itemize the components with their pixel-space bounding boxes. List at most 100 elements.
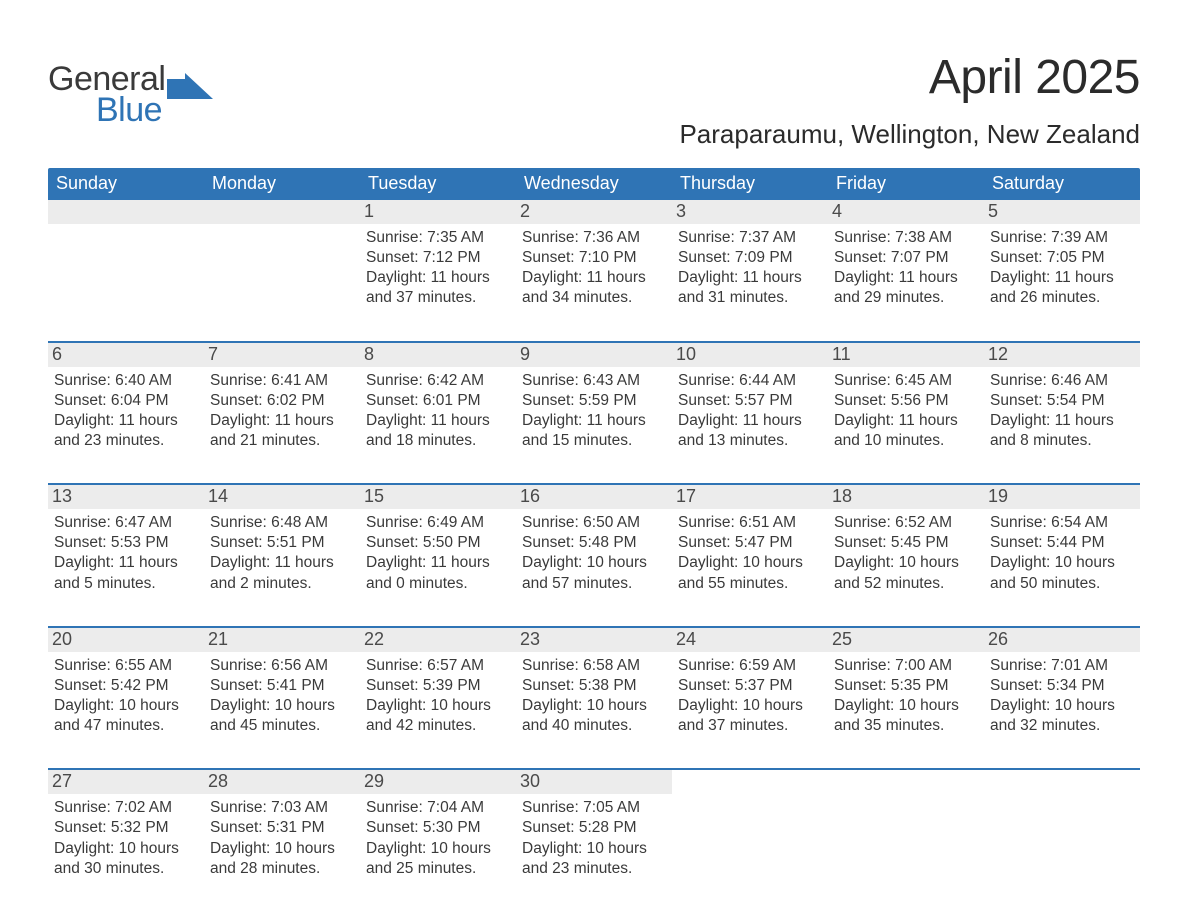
day-details: Sunrise: 7:37 AMSunset: 7:09 PMDaylight:…	[678, 228, 822, 309]
day-sunset: Sunset: 5:57 PM	[678, 391, 822, 411]
day-details: Sunrise: 7:00 AMSunset: 5:35 PMDaylight:…	[834, 656, 978, 737]
day-number: 19	[984, 485, 1140, 509]
day-sunrise: Sunrise: 6:51 AM	[678, 513, 822, 533]
flag-icon	[167, 73, 213, 99]
day-dl1: Daylight: 10 hours	[834, 553, 978, 573]
day-number: 1	[360, 200, 516, 224]
day-details: Sunrise: 7:36 AMSunset: 7:10 PMDaylight:…	[522, 228, 666, 309]
day-sunset: Sunset: 5:50 PM	[366, 533, 510, 553]
day-cell: 18Sunrise: 6:52 AMSunset: 5:45 PMDayligh…	[828, 485, 984, 608]
day-sunrise: Sunrise: 6:49 AM	[366, 513, 510, 533]
day-number: 5	[984, 200, 1140, 224]
day-sunset: Sunset: 5:53 PM	[54, 533, 198, 553]
day-cell: 20Sunrise: 6:55 AMSunset: 5:42 PMDayligh…	[48, 628, 204, 751]
day-details: Sunrise: 6:49 AMSunset: 5:50 PMDaylight:…	[366, 513, 510, 594]
day-dl1: Daylight: 11 hours	[210, 411, 354, 431]
day-sunrise: Sunrise: 6:42 AM	[366, 371, 510, 391]
weekday-header: Sunday	[48, 168, 204, 200]
day-dl1: Daylight: 10 hours	[210, 839, 354, 859]
day-cell: 29Sunrise: 7:04 AMSunset: 5:30 PMDayligh…	[360, 770, 516, 893]
title-block: April 2025 Paraparaumu, Wellington, New …	[679, 50, 1140, 150]
day-dl1: Daylight: 10 hours	[522, 553, 666, 573]
day-dl2: and 8 minutes.	[990, 431, 1134, 451]
day-cell: 7Sunrise: 6:41 AMSunset: 6:02 PMDaylight…	[204, 343, 360, 466]
day-number: 20	[48, 628, 204, 652]
weekday-header: Tuesday	[360, 168, 516, 200]
day-dl2: and 32 minutes.	[990, 716, 1134, 736]
day-number: 16	[516, 485, 672, 509]
day-dl2: and 40 minutes.	[522, 716, 666, 736]
day-dl2: and 0 minutes.	[366, 574, 510, 594]
day-sunrise: Sunrise: 6:44 AM	[678, 371, 822, 391]
day-number: 17	[672, 485, 828, 509]
day-details: Sunrise: 6:41 AMSunset: 6:02 PMDaylight:…	[210, 371, 354, 452]
day-details: Sunrise: 6:50 AMSunset: 5:48 PMDaylight:…	[522, 513, 666, 594]
day-sunset: Sunset: 5:31 PM	[210, 818, 354, 838]
day-sunrise: Sunrise: 6:57 AM	[366, 656, 510, 676]
day-sunset: Sunset: 5:47 PM	[678, 533, 822, 553]
day-dl2: and 15 minutes.	[522, 431, 666, 451]
day-cell: 19Sunrise: 6:54 AMSunset: 5:44 PMDayligh…	[984, 485, 1140, 608]
brand-logo: General Blue	[48, 60, 213, 130]
day-dl2: and 34 minutes.	[522, 288, 666, 308]
day-dl1: Daylight: 10 hours	[990, 553, 1134, 573]
day-dl1: Daylight: 11 hours	[366, 553, 510, 573]
day-details: Sunrise: 7:35 AMSunset: 7:12 PMDaylight:…	[366, 228, 510, 309]
day-sunset: Sunset: 5:54 PM	[990, 391, 1134, 411]
day-details: Sunrise: 7:05 AMSunset: 5:28 PMDaylight:…	[522, 798, 666, 879]
day-dl2: and 23 minutes.	[522, 859, 666, 879]
day-sunrise: Sunrise: 7:39 AM	[990, 228, 1134, 248]
weekday-header: Wednesday	[516, 168, 672, 200]
day-dl1: Daylight: 11 hours	[366, 411, 510, 431]
day-sunset: Sunset: 5:28 PM	[522, 818, 666, 838]
day-cell	[48, 200, 204, 323]
day-cell: 30Sunrise: 7:05 AMSunset: 5:28 PMDayligh…	[516, 770, 672, 893]
day-cell: 13Sunrise: 6:47 AMSunset: 5:53 PMDayligh…	[48, 485, 204, 608]
day-cell: 23 Sunrise: 6:58 AMSunset: 5:38 PMDayligh…	[516, 628, 672, 751]
day-dl2: and 37 minutes.	[678, 716, 822, 736]
day-sunset: Sunset: 5:32 PM	[54, 818, 198, 838]
day-sunset: Sunset: 5:37 PM	[678, 676, 822, 696]
day-details: Sunrise: 6:44 AMSunset: 5:57 PMDaylight:…	[678, 371, 822, 452]
day-dl2: and 26 minutes.	[990, 288, 1134, 308]
day-number: 22	[360, 628, 516, 652]
day-details: Sunrise: 6:59 AMSunset: 5:37 PMDaylight:…	[678, 656, 822, 737]
day-sunrise: Sunrise: 7:05 AM	[522, 798, 666, 818]
day-number: 13	[48, 485, 204, 509]
day-cell: 10Sunrise: 6:44 AMSunset: 5:57 PMDayligh…	[672, 343, 828, 466]
day-number: 3	[672, 200, 828, 224]
day-details: Sunrise: 6:58 AMSunset: 5:38 PMDaylight:…	[522, 656, 666, 737]
day-sunrise: Sunrise: 6:55 AM	[54, 656, 198, 676]
day-number: 23	[516, 628, 672, 652]
day-cell: 15Sunrise: 6:49 AMSunset: 5:50 PMDayligh…	[360, 485, 516, 608]
day-dl2: and 29 minutes.	[834, 288, 978, 308]
day-details: Sunrise: 7:02 AMSunset: 5:32 PMDaylight:…	[54, 798, 198, 879]
day-dl1: Daylight: 10 hours	[54, 696, 198, 716]
day-number	[204, 200, 360, 224]
day-cell: 2Sunrise: 7:36 AMSunset: 7:10 PMDaylight…	[516, 200, 672, 323]
day-dl1: Daylight: 11 hours	[834, 268, 978, 288]
day-dl1: Daylight: 10 hours	[522, 839, 666, 859]
day-dl2: and 25 minutes.	[366, 859, 510, 879]
weekday-header-row: SundayMondayTuesdayWednesdayThursdayFrid…	[48, 168, 1140, 200]
day-sunrise: Sunrise: 6:52 AM	[834, 513, 978, 533]
day-dl1: Daylight: 11 hours	[990, 268, 1134, 288]
day-sunrise: Sunrise: 6:40 AM	[54, 371, 198, 391]
day-sunrise: Sunrise: 6:46 AM	[990, 371, 1134, 391]
day-sunset: Sunset: 5:59 PM	[522, 391, 666, 411]
day-dl1: Daylight: 11 hours	[990, 411, 1134, 431]
day-sunrise: Sunrise: 7:35 AM	[366, 228, 510, 248]
weeks-container: 1 Sunrise: 7:35 AMSunset: 7:12 PMDaylight…	[48, 200, 1140, 893]
day-number: 4	[828, 200, 984, 224]
day-dl1: Daylight: 11 hours	[678, 411, 822, 431]
day-number	[48, 200, 204, 224]
week-row: 1 Sunrise: 7:35 AMSunset: 7:12 PMDaylight…	[48, 200, 1140, 323]
day-details: Sunrise: 7:01 AMSunset: 5:34 PMDaylight:…	[990, 656, 1134, 737]
day-cell: 11Sunrise: 6:45 AMSunset: 5:56 PMDayligh…	[828, 343, 984, 466]
day-cell: 9Sunrise: 6:43 AMSunset: 5:59 PMDaylight…	[516, 343, 672, 466]
day-cell: 28Sunrise: 7:03 AMSunset: 5:31 PMDayligh…	[204, 770, 360, 893]
day-cell: 8Sunrise: 6:42 AMSunset: 6:01 PMDaylight…	[360, 343, 516, 466]
day-cell	[984, 770, 1140, 893]
day-details: Sunrise: 7:39 AMSunset: 7:05 PMDaylight:…	[990, 228, 1134, 309]
day-sunrise: Sunrise: 6:58 AM	[522, 656, 666, 676]
